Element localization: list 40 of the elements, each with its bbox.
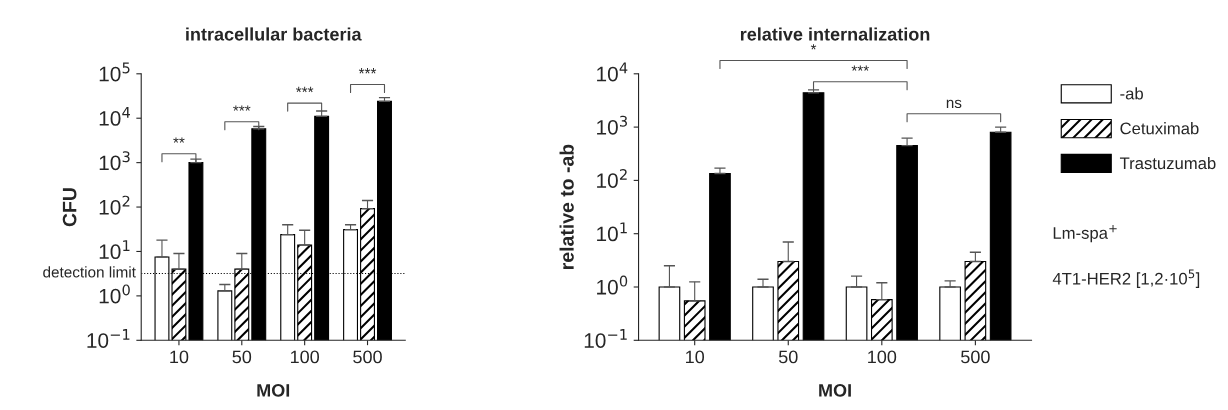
x-tick-label: 100 — [290, 350, 320, 364]
x-tick-label: 50 — [232, 350, 252, 364]
x-tick-label: 100 — [868, 350, 897, 364]
legend-label: Trastuzumab — [1119, 156, 1216, 170]
x-axis-title: MOI — [819, 384, 851, 397]
legend-label: -ab — [1120, 87, 1143, 100]
x-tick-label: 50 — [778, 350, 798, 364]
y-tick-label: 10$^{2}$ — [597, 168, 627, 188]
y-tick-label: 10$^{4}$ — [597, 62, 628, 82]
annotation: ns — [946, 99, 962, 109]
y-tick-label: 10$^{4}$ — [99, 107, 130, 126]
chart-title: intracellular bacteria — [186, 27, 362, 41]
annotation: *** — [295, 86, 314, 93]
text: Lm-spa$^{+}$ — [1053, 225, 1117, 243]
y-tick-label: 10$^{2}$ — [99, 195, 130, 215]
y-tick-label: 10$^{3}$ — [597, 115, 627, 135]
ref-line-label: detection limit — [43, 266, 136, 278]
y-tick-label: 10$^{1}$ — [99, 240, 130, 260]
x-tick-label: 10 — [170, 350, 189, 364]
text: 4T1-HER2 [1,2·10$^{5}$] — [1052, 269, 1200, 288]
y-axis-title: CFU — [62, 188, 77, 227]
text: * — [810, 44, 817, 50]
y-tick-label: 10$^{0}$ — [99, 284, 130, 304]
text: *** — [358, 68, 377, 74]
y-tick-label: 10$^{3}$ — [99, 151, 130, 171]
chart-title: relative internalization — [740, 27, 930, 41]
x-tick-label: 500 — [353, 350, 382, 364]
text: *** — [851, 65, 869, 71]
y-tick-label: 10$^{−1}$ — [87, 329, 130, 348]
x-axis-title: MOI — [257, 384, 290, 397]
y-tick-label: 10$^{5}$ — [99, 62, 130, 82]
y-tick-label: 10$^{0}$ — [597, 275, 628, 295]
x-tick-label: 500 — [961, 350, 990, 364]
legend-label: Cetuximab — [1120, 122, 1199, 135]
x-tick-label: 10 — [686, 350, 705, 364]
annotation: ** — [173, 137, 185, 143]
y-tick-label: 10$^{−1}$ — [584, 329, 627, 348]
annotation: *** — [233, 105, 251, 111]
y-tick-label: 10$^{1}$ — [597, 222, 627, 242]
y-axis-title: relative to -ab — [559, 144, 574, 269]
